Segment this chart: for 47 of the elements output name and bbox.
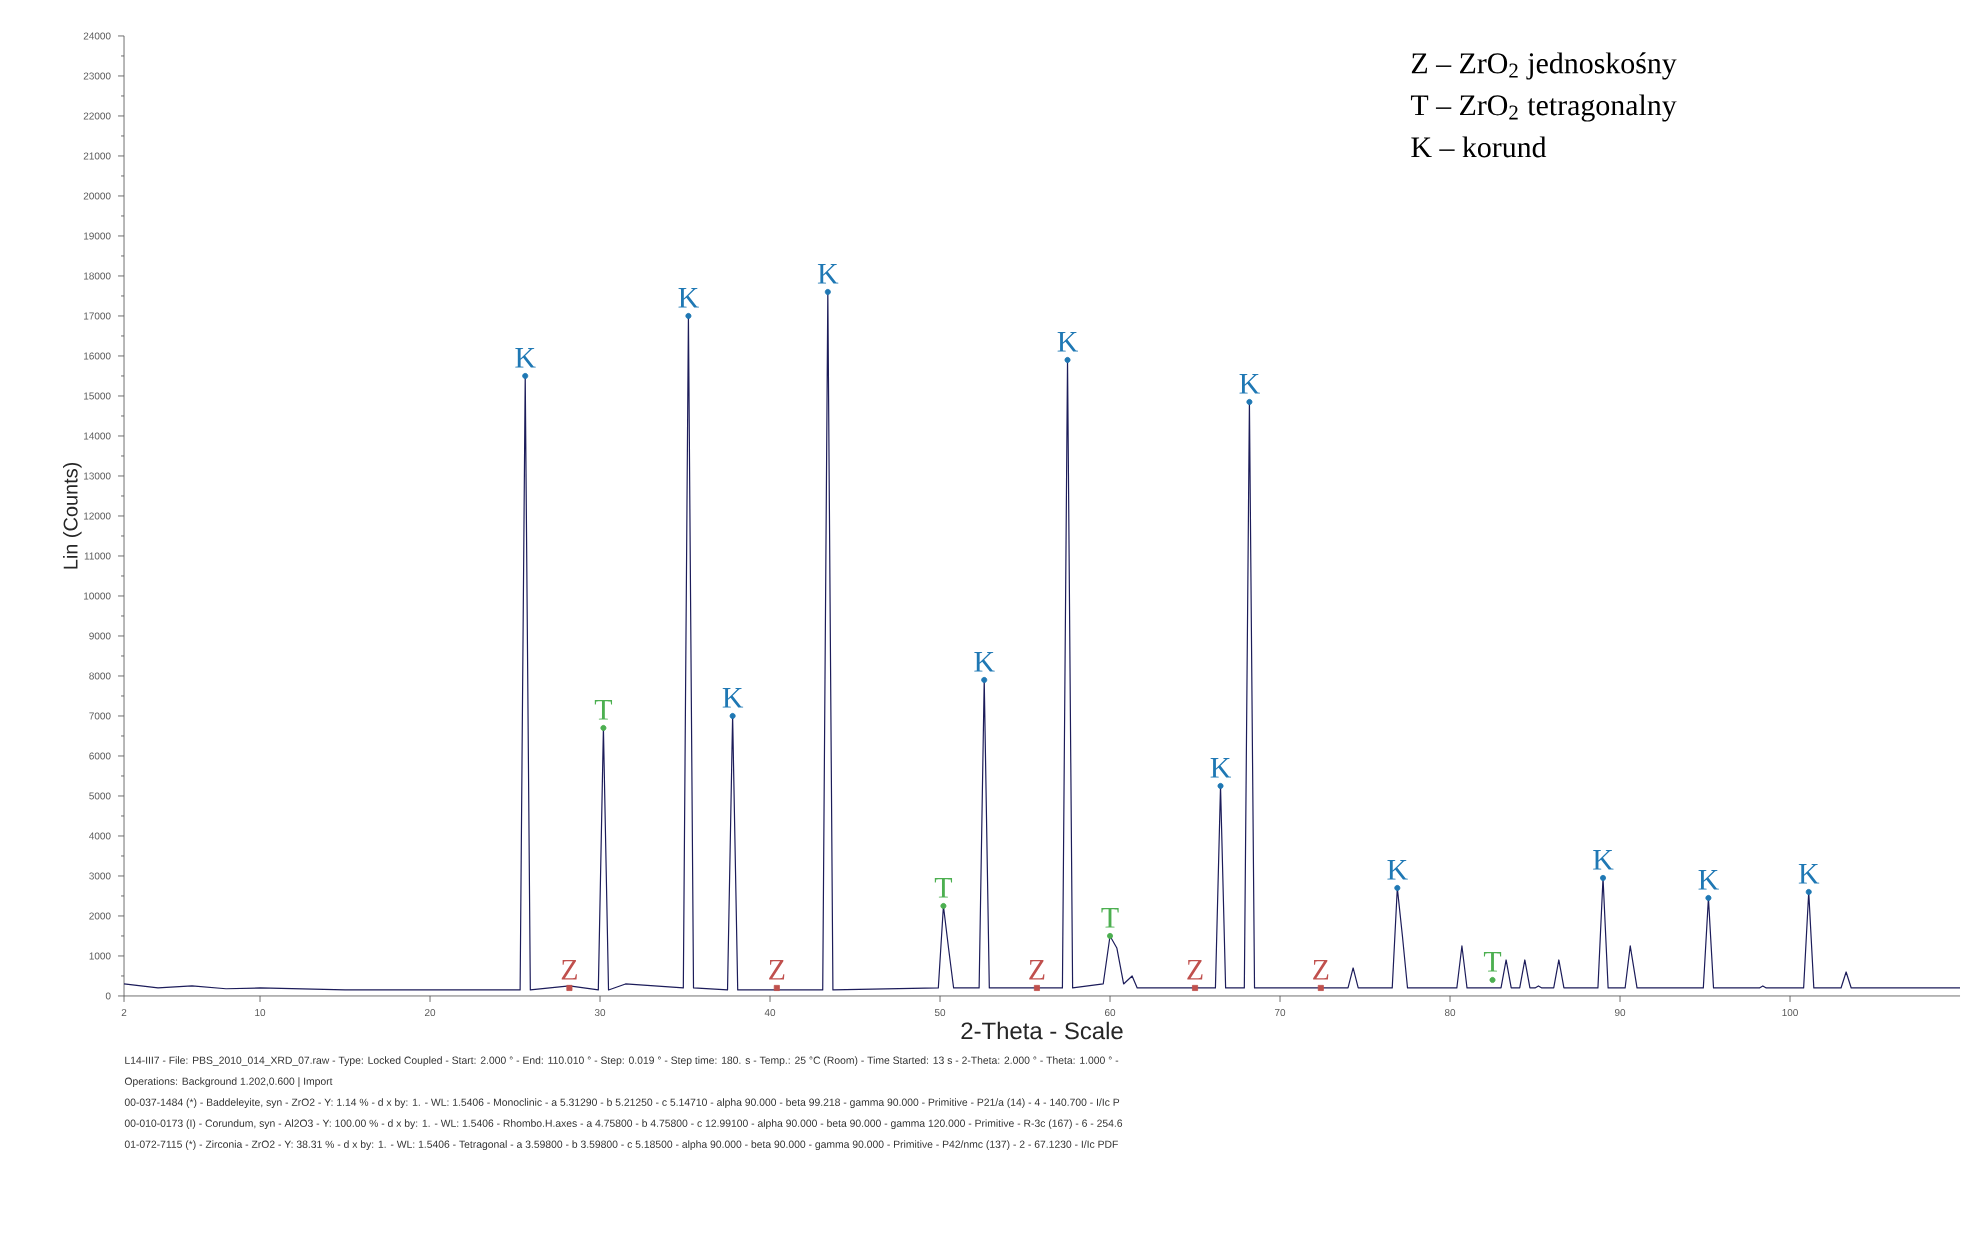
text: K	[1057, 332, 1079, 352]
annotation: Z – ZrO$_{2}$ jednoskośny	[1411, 52, 1677, 80]
text: K	[1210, 758, 1232, 778]
text: K	[1593, 850, 1614, 870]
text: K	[817, 264, 839, 284]
point	[522, 372, 529, 379]
x-axis-title: 2-Theta - Scale	[961, 1021, 1123, 1040]
text: K	[678, 288, 699, 308]
point	[1217, 782, 1224, 789]
point	[773, 984, 780, 991]
point	[566, 984, 573, 991]
point	[1317, 984, 1324, 991]
point	[1107, 932, 1114, 939]
point	[1246, 398, 1253, 405]
text: K	[1387, 860, 1408, 880]
point	[1805, 888, 1812, 895]
y-axis-title: Lin (Counts)	[63, 462, 82, 569]
point	[1489, 976, 1496, 983]
text: T	[1101, 908, 1119, 928]
text: T	[594, 700, 613, 720]
text: K	[1239, 374, 1260, 394]
point	[981, 676, 988, 683]
text: K	[515, 348, 536, 368]
series-label: Z	[1187, 960, 1203, 980]
text: T	[934, 878, 953, 898]
point	[1600, 874, 1607, 881]
point	[685, 312, 692, 319]
series-label: K	[974, 652, 995, 672]
point	[1033, 984, 1040, 991]
text: K	[1698, 870, 1719, 890]
text: K	[722, 688, 744, 708]
annotation: T – ZrO$_{2}$ tetragonalny	[1410, 94, 1677, 122]
point	[1064, 356, 1071, 363]
point	[600, 724, 607, 731]
point	[1394, 884, 1401, 891]
text: K	[1798, 864, 1820, 884]
text: Z	[1313, 960, 1329, 980]
annotation: K – korund	[1411, 136, 1547, 158]
text: Z	[769, 960, 785, 980]
text: Z	[561, 960, 577, 980]
text: Z	[1029, 960, 1045, 980]
series-label: T	[1483, 952, 1502, 972]
point	[940, 902, 947, 909]
point	[729, 712, 736, 719]
point	[824, 288, 831, 295]
point	[1705, 894, 1712, 901]
point	[1192, 984, 1199, 991]
